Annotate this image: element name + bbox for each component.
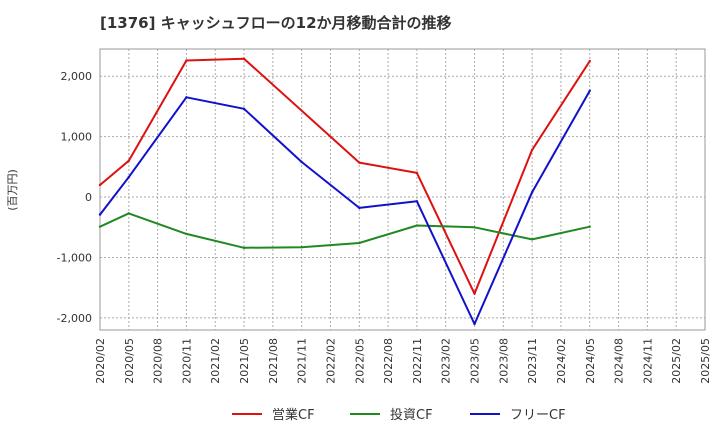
x-tick-label: 2022/02 — [324, 338, 337, 384]
x-tick-label: 2025/05 — [699, 338, 712, 384]
data-point — [185, 96, 188, 99]
x-tick-label: 2020/11 — [180, 338, 193, 384]
legend-label: フリーCF — [510, 408, 566, 423]
data-point — [300, 160, 303, 164]
data-point — [127, 212, 131, 215]
y-tick-label: -2,000 — [57, 312, 92, 325]
data-point — [358, 206, 361, 210]
x-tick-label: 2020/02 — [94, 338, 107, 384]
data-point — [358, 161, 361, 164]
data-point — [473, 322, 476, 326]
x-tick-label: 2021/11 — [296, 338, 309, 384]
x-tick-label: 2023/02 — [440, 338, 453, 384]
data-point — [473, 292, 476, 295]
x-tick-label: 2023/11 — [526, 338, 539, 384]
x-tick-label: 2024/11 — [641, 338, 654, 384]
x-tick-label: 2024/05 — [584, 338, 597, 384]
x-tick-label: 2023/05 — [469, 338, 482, 384]
data-point — [530, 148, 534, 152]
data-point — [530, 238, 534, 241]
data-point — [530, 191, 534, 194]
y-axis-label: (百万円) — [6, 169, 19, 211]
y-tick-label: 2,000 — [61, 70, 93, 83]
series-line — [99, 57, 591, 295]
data-point — [242, 57, 246, 60]
data-point — [300, 246, 303, 249]
y-tick-label: -1,000 — [57, 251, 92, 264]
data-point — [415, 224, 419, 227]
y-axis: -2,000 -1,000 0 1,000 2,000 — [57, 70, 92, 325]
x-tick-label: 2020/08 — [152, 338, 165, 384]
x-tick-label: 2021/08 — [267, 338, 280, 384]
x-tick-label: 2024/08 — [613, 338, 626, 384]
data-point — [98, 225, 102, 228]
data-point — [588, 89, 591, 92]
data-point — [588, 225, 591, 228]
x-axis: 2020/02 2020/05 2020/08 2020/11 2021/02 2021/… — [94, 338, 712, 384]
chart-title: [1376] キャッシュフローの12か月移動合計の推移 — [100, 14, 452, 32]
x-tick-label: 2020/05 — [123, 338, 136, 384]
data-point — [242, 246, 246, 250]
data-point — [588, 59, 591, 63]
x-tick-label: 2022/08 — [382, 338, 395, 384]
x-tick-label: 2025/02 — [670, 338, 683, 384]
y-tick-label: 1,000 — [61, 131, 93, 144]
series-layer — [98, 57, 591, 326]
y-tick-label: 0 — [85, 191, 92, 204]
data-point — [185, 59, 188, 62]
data-point — [98, 183, 102, 187]
data-point — [185, 232, 188, 236]
data-point — [98, 213, 102, 216]
plot-frame — [99, 48, 706, 331]
data-point — [473, 226, 476, 229]
data-point — [415, 200, 419, 203]
x-tick-label: 2022/05 — [353, 338, 366, 384]
data-point — [358, 241, 361, 245]
series-line — [99, 212, 591, 249]
x-tick-label: 2022/11 — [411, 338, 424, 384]
legend: 営業CF 投資CF フリーCF — [232, 407, 566, 423]
data-point — [127, 175, 131, 179]
series-line — [99, 90, 591, 325]
data-point — [415, 171, 419, 175]
data-point — [242, 107, 246, 111]
x-tick-label: 2021/02 — [209, 338, 222, 384]
data-point — [127, 159, 131, 162]
grid-layer — [100, 49, 705, 330]
legend-label: 投資CF — [390, 407, 433, 423]
x-tick-label: 2021/05 — [238, 338, 251, 384]
x-tick-label: 2023/08 — [497, 338, 510, 384]
x-tick-label: 2024/02 — [555, 338, 568, 384]
legend-label: 営業CF — [272, 407, 315, 423]
